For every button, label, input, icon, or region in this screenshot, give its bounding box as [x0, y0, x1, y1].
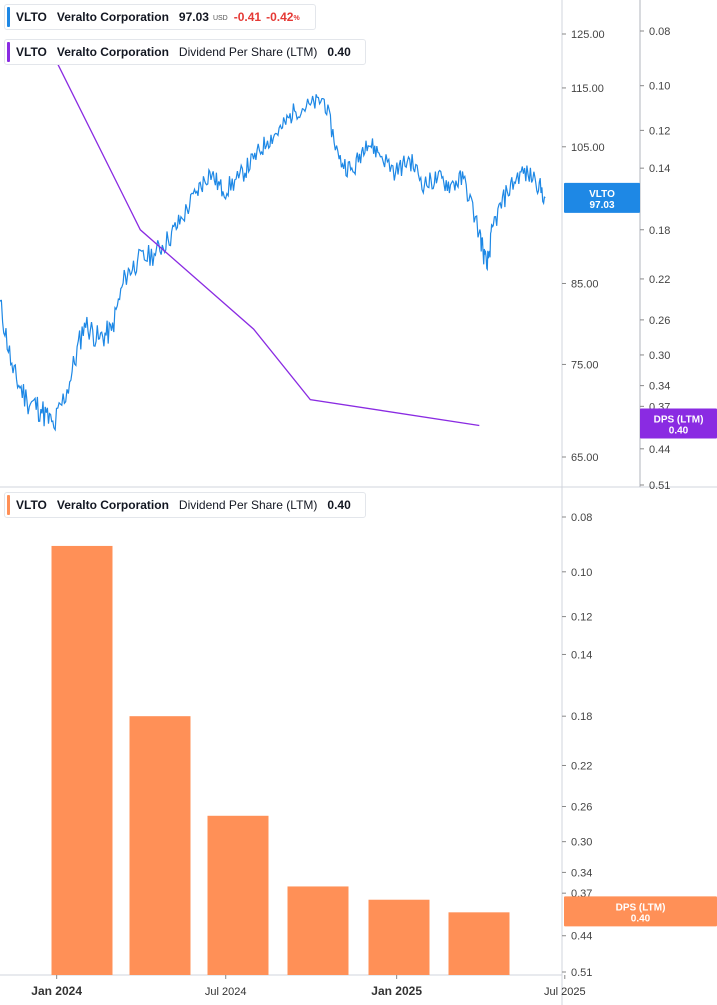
legend-metric-value: 0.40: [327, 45, 351, 59]
dps-tick-label: 0.18: [649, 225, 670, 237]
dps-bar: [129, 716, 191, 975]
dps-tick-label: 0.08: [649, 26, 670, 38]
legend-company-name: Veralto Corporation: [56, 10, 169, 24]
legend-metric: Dividend Per Share (LTM): [178, 45, 318, 59]
legend-company-name: Veralto Corporation: [56, 498, 169, 512]
bar-axis-tick-label: 0.22: [571, 760, 592, 772]
price-series-line: [0, 94, 546, 432]
dps-tick-label: 0.44: [649, 444, 670, 456]
price-tick-label: 75.00: [571, 359, 599, 371]
price-tick-label: 65.00: [571, 452, 599, 464]
time-tick-label: Jan 2024: [31, 984, 82, 998]
legend-metric-value: 0.40: [327, 498, 351, 512]
legend-price-swatch: [7, 7, 10, 27]
legend-ticker: VLTO: [16, 10, 47, 24]
bar-axis-tick-label: 0.12: [571, 612, 592, 624]
bar-axis-tick-label: 0.26: [571, 802, 592, 814]
bar-axis-tick-label: 0.51: [571, 967, 592, 979]
legend-change-pct: -0.42: [266, 10, 294, 24]
bar-axis-tick-label: 0.18: [571, 711, 592, 723]
legend-change: -0.41: [233, 10, 262, 24]
dps-tick-label: 0.51: [649, 480, 670, 492]
dps-top-badge-label: DPS (LTM): [654, 414, 704, 425]
dps-tick-label: 0.26: [649, 315, 670, 327]
price-tick-label: 115.00: [571, 83, 604, 95]
dps-tick-label: 0.14: [649, 163, 670, 175]
legend-currency: USD: [212, 15, 228, 22]
price-badge-value: 97.03: [589, 200, 614, 211]
dps-series-line: [55, 59, 480, 427]
bar-axis-tick-label: 0.34: [571, 867, 592, 879]
dps-top-badge: [640, 408, 717, 439]
time-tick-label: Jul 2024: [205, 986, 247, 998]
legend-ticker: VLTO: [16, 498, 47, 512]
dps-bar: [448, 912, 510, 975]
price-badge: [564, 182, 640, 213]
time-tick-label: Jan 2025: [371, 984, 422, 998]
legend-price-value: 97.03: [178, 10, 209, 24]
dps-bottom-badge: [564, 896, 717, 927]
bar-axis-tick-label: 0.44: [571, 931, 592, 943]
time-tick-label: Jul 2025: [544, 986, 586, 998]
dps-bottom-badge-value: 0.40: [631, 913, 651, 924]
dps-bar: [368, 899, 430, 975]
legend-dps-top-swatch: [7, 42, 10, 62]
dps-tick-label: 0.22: [649, 274, 670, 286]
legend-metric: Dividend Per Share (LTM): [178, 498, 318, 512]
price-tick-label: 85.00: [571, 278, 599, 290]
price-tick-label: 125.00: [571, 29, 605, 41]
legend-dps-top: VLTO Veralto Corporation Dividend Per Sh…: [4, 39, 366, 65]
legend-ticker: VLTO: [16, 45, 47, 59]
dps-tick-label: 0.10: [649, 81, 670, 93]
legend-dps-bottom-swatch: [7, 495, 10, 515]
bar-axis-tick-label: 0.14: [571, 649, 592, 661]
legend-dps-bottom: VLTO Veralto Corporation Dividend Per Sh…: [4, 492, 366, 518]
dps-tick-label: 0.30: [649, 350, 670, 362]
dps-bar: [287, 886, 349, 975]
bar-axis-tick-label: 0.10: [571, 567, 592, 579]
bar-axis-tick-label: 0.08: [571, 512, 592, 524]
dps-top-badge-value: 0.40: [669, 425, 689, 436]
legend-company-name: Veralto Corporation: [56, 45, 169, 59]
price-badge-label: VLTO: [589, 189, 615, 200]
price-tick-label: 105.00: [571, 142, 605, 154]
dps-tick-label: 0.12: [649, 125, 670, 137]
dps-tick-label: 0.34: [649, 381, 670, 393]
legend-pct-unit: %: [293, 15, 300, 22]
dps-bar: [207, 815, 269, 975]
dps-bar: [51, 545, 113, 975]
bar-axis-tick-label: 0.30: [571, 837, 592, 849]
dps-bottom-badge-label: DPS (LTM): [616, 902, 666, 913]
legend-price: VLTO Veralto Corporation 97.03 USD -0.41…: [4, 4, 316, 30]
